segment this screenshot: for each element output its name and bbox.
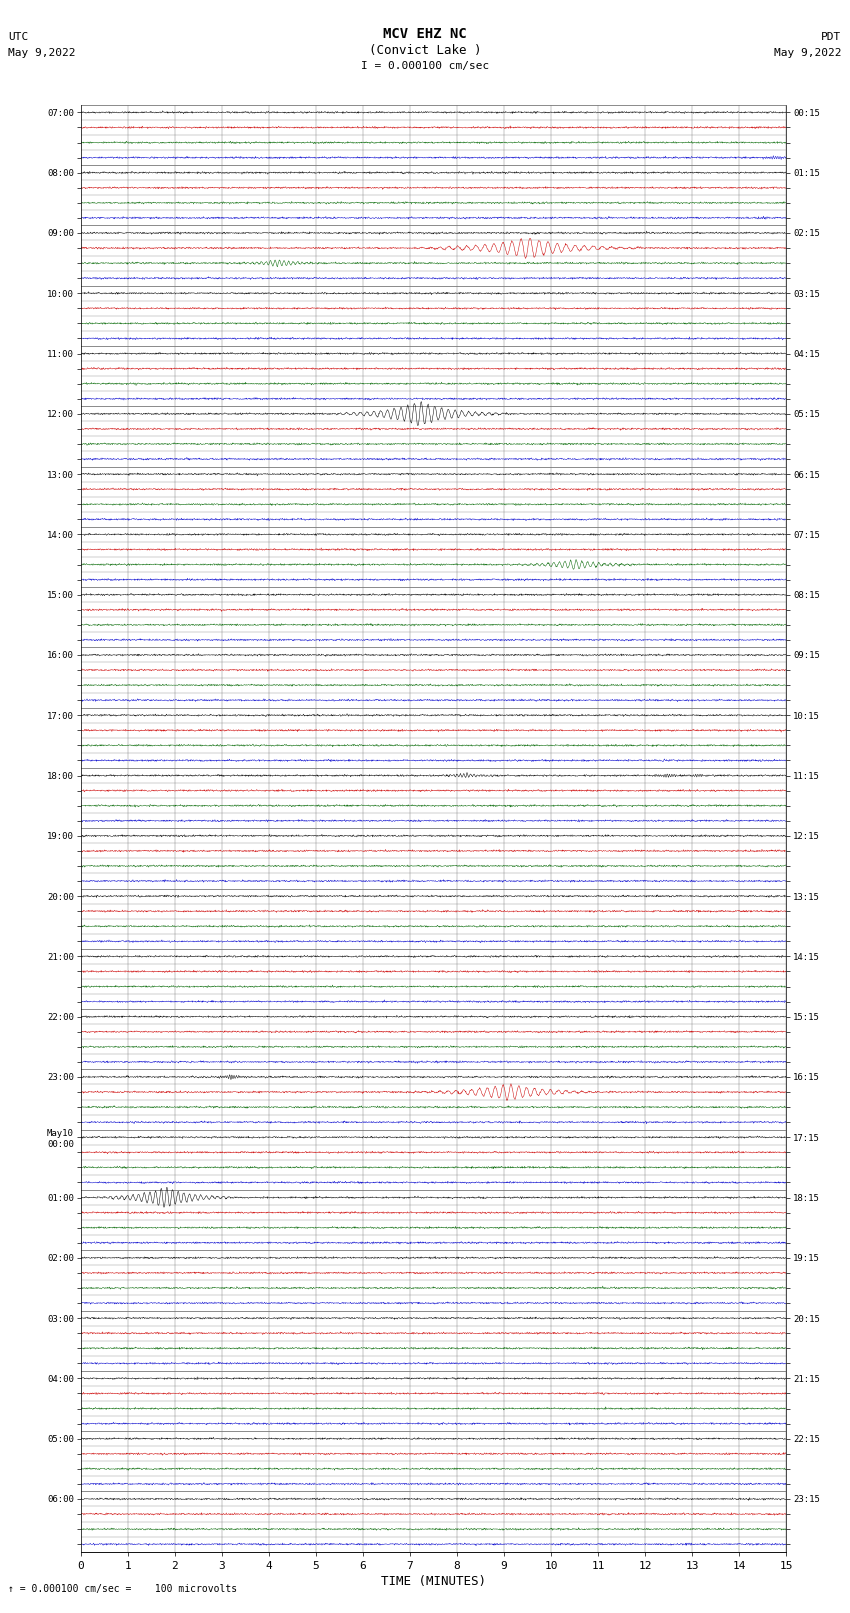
Text: PDT: PDT	[821, 32, 842, 42]
Text: May 9,2022: May 9,2022	[774, 48, 842, 58]
Text: ↑ = 0.000100 cm/sec =    100 microvolts: ↑ = 0.000100 cm/sec = 100 microvolts	[8, 1584, 238, 1594]
Text: (Convict Lake ): (Convict Lake )	[369, 44, 481, 56]
X-axis label: TIME (MINUTES): TIME (MINUTES)	[381, 1574, 486, 1587]
Text: May 9,2022: May 9,2022	[8, 48, 76, 58]
Text: MCV EHZ NC: MCV EHZ NC	[383, 27, 467, 42]
Text: UTC: UTC	[8, 32, 29, 42]
Text: I = 0.000100 cm/sec: I = 0.000100 cm/sec	[361, 61, 489, 71]
